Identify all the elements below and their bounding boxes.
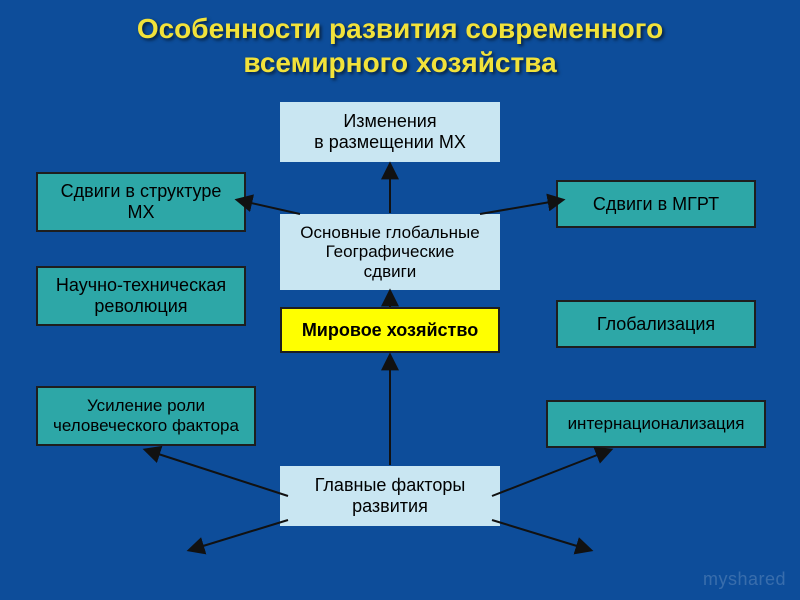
box-left-top: Сдвиги в структуре МХ xyxy=(36,172,246,232)
box-top-center: Изменения в размещении МХ xyxy=(280,102,500,162)
box-label: Основные глобальные Географические сдвиг… xyxy=(300,223,479,282)
box-label: Научно-техническая революция xyxy=(56,275,226,316)
watermark: myshared xyxy=(703,569,786,590)
box-right-bottom: интернационализация xyxy=(546,400,766,448)
box-right-top: Сдвиги в МГРТ xyxy=(556,180,756,228)
slide-title: Особенности развития современного всемир… xyxy=(0,12,800,79)
box-label: Глобализация xyxy=(597,314,715,335)
box-above-core: Основные глобальные Географические сдвиг… xyxy=(280,214,500,290)
box-center-core: Мировое хозяйство xyxy=(280,307,500,353)
box-label: Сдвиги в МГРТ xyxy=(593,194,719,215)
box-label: Усиление роли человеческого фактора xyxy=(53,396,239,435)
box-left-mid: Научно-техническая революция xyxy=(36,266,246,326)
box-right-mid: Глобализация xyxy=(556,300,756,348)
box-label: Сдвиги в структуре МХ xyxy=(61,181,222,222)
box-left-bottom: Усиление роли человеческого фактора xyxy=(36,386,256,446)
box-label: Главные факторы развития xyxy=(315,475,466,516)
box-label: Мировое хозяйство xyxy=(302,320,478,341)
box-label: интернационализация xyxy=(568,414,745,434)
slide: Особенности развития современного всемир… xyxy=(0,0,800,600)
box-label: Изменения в размещении МХ xyxy=(314,111,466,152)
box-bottom-center: Главные факторы развития xyxy=(280,466,500,526)
